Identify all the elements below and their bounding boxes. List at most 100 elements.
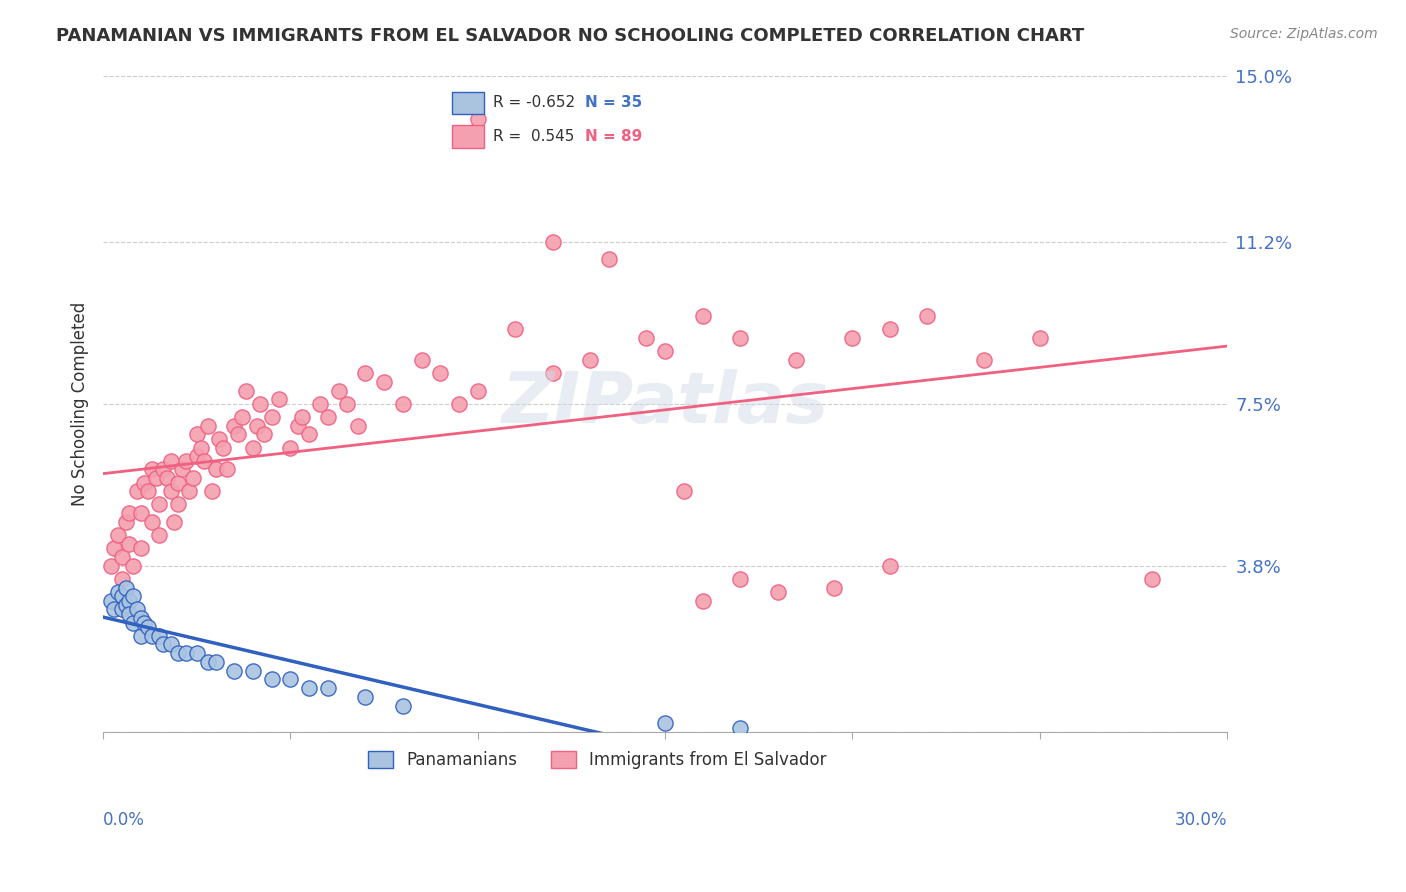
Point (186, 450, 208, 464)
Point (392, 397, 415, 411)
Point (841, 331, 863, 345)
Point (129, 629, 152, 643)
Point (118, 537, 141, 551)
Point (269, 392, 291, 407)
Point (118, 506, 141, 520)
Point (541, 366, 564, 380)
Point (579, 353, 602, 368)
Point (204, 462, 226, 476)
Point (728, 721, 751, 735)
Point (672, 484, 695, 499)
Point (280, 673, 302, 687)
Point (129, 506, 152, 520)
Point (336, 397, 359, 411)
Point (167, 497, 190, 511)
Point (148, 528, 170, 542)
Point (316, 409, 339, 424)
Point (879, 322, 901, 336)
Point (429, 366, 451, 380)
Point (373, 375, 395, 389)
Point (107, 528, 129, 542)
Point (136, 620, 159, 634)
Text: ZIPatlas: ZIPatlas (502, 369, 828, 438)
Point (973, 353, 995, 368)
Point (167, 646, 190, 660)
Point (179, 484, 201, 499)
Point (204, 655, 226, 669)
Point (260, 673, 283, 687)
Point (174, 453, 197, 467)
Point (467, 112, 489, 127)
Point (242, 441, 264, 455)
Point (141, 629, 163, 643)
Point (174, 646, 197, 660)
Text: Source: ZipAtlas.com: Source: ZipAtlas.com (1230, 27, 1378, 41)
Point (170, 462, 193, 476)
Text: PANAMANIAN VS IMMIGRANTS FROM EL SALVADOR NO SCHOOLING COMPLETED CORRELATION CHA: PANAMANIAN VS IMMIGRANTS FROM EL SALVADO… (56, 27, 1084, 45)
Point (392, 698, 415, 713)
Point (785, 353, 807, 368)
Point (197, 418, 219, 433)
Point (354, 690, 377, 704)
Point (260, 409, 283, 424)
Point (159, 453, 181, 467)
Point (1140, 572, 1163, 586)
Point (249, 397, 271, 411)
Point (212, 441, 235, 455)
Point (152, 637, 174, 651)
Point (122, 615, 145, 630)
Point (134, 475, 156, 490)
Point (235, 384, 257, 398)
Text: 0.0%: 0.0% (103, 811, 145, 829)
Point (181, 471, 204, 485)
Point (291, 409, 314, 424)
Point (224, 664, 246, 678)
Point (328, 384, 350, 398)
Point (190, 441, 212, 455)
Point (163, 515, 186, 529)
Point (692, 310, 714, 324)
Point (148, 497, 170, 511)
Point (354, 366, 377, 380)
Point (231, 409, 253, 424)
Point (145, 471, 167, 485)
Point (823, 581, 845, 595)
Point (111, 572, 134, 586)
Point (159, 484, 181, 499)
Legend: Panamanians, Immigrants from El Salvador: Panamanians, Immigrants from El Salvador (361, 745, 834, 776)
Point (316, 681, 339, 696)
Point (111, 602, 134, 616)
Point (636, 331, 658, 345)
Point (224, 418, 246, 433)
Point (103, 541, 125, 556)
Point (193, 453, 215, 467)
Point (201, 484, 224, 499)
Point (766, 585, 789, 599)
Point (215, 462, 238, 476)
Point (208, 432, 231, 446)
Point (654, 344, 676, 359)
Point (122, 590, 145, 604)
Point (114, 515, 136, 529)
Point (159, 637, 181, 651)
Point (114, 598, 136, 612)
Point (541, 235, 564, 249)
Point (411, 353, 433, 368)
Point (134, 615, 156, 630)
Point (125, 602, 148, 616)
Point (879, 558, 901, 573)
Point (129, 611, 152, 625)
Point (728, 331, 751, 345)
Point (156, 471, 179, 485)
Point (141, 462, 163, 476)
Point (148, 629, 170, 643)
Y-axis label: No Schooling Completed: No Schooling Completed (72, 301, 89, 506)
Text: 30.0%: 30.0% (1174, 811, 1227, 829)
Point (226, 427, 249, 442)
Point (141, 515, 163, 529)
Point (136, 484, 159, 499)
Point (100, 558, 122, 573)
Point (242, 664, 264, 678)
Point (298, 681, 321, 696)
Point (118, 607, 141, 621)
